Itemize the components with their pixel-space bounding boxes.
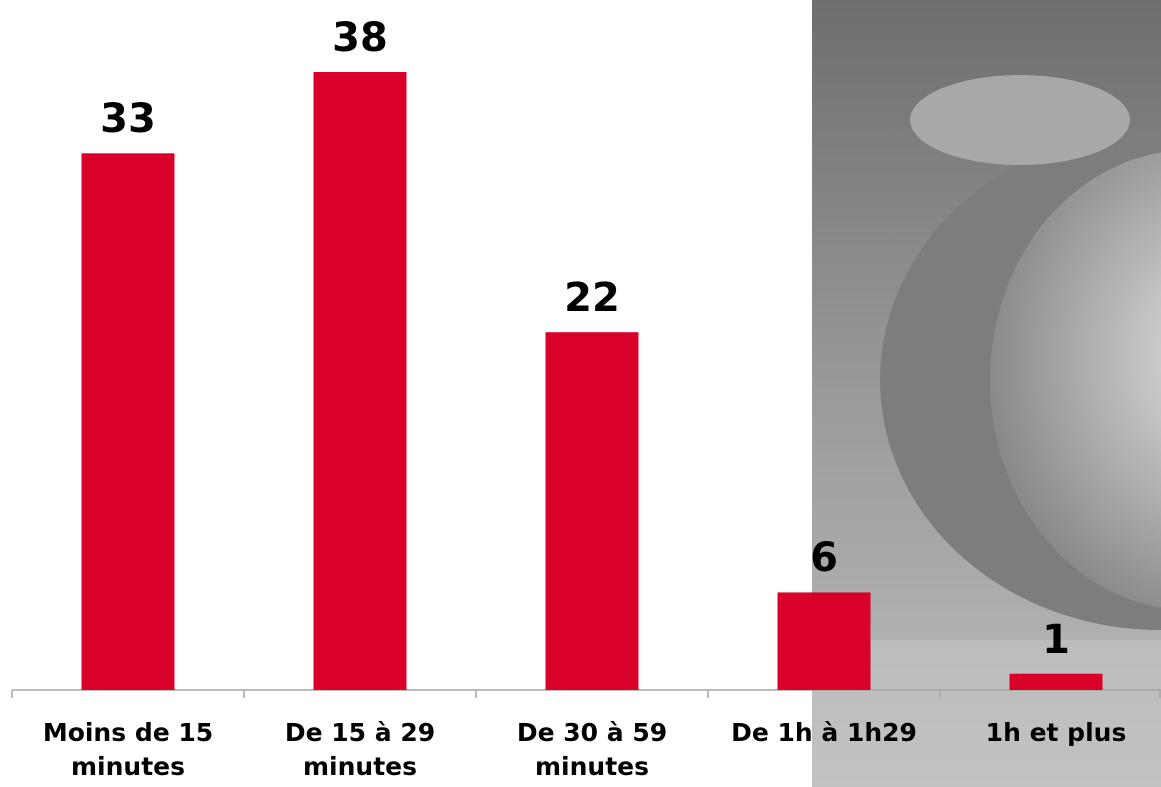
- x-tick-label: De 30 à 59 minutes: [516, 718, 668, 781]
- x-tick-label: De 15 à 29 minutes: [284, 718, 436, 781]
- x-tick-label: De 1h à 1h29: [731, 718, 917, 747]
- bar: [81, 153, 175, 690]
- value-label: 33: [100, 96, 156, 143]
- x-tick-label: 1h et plus: [985, 718, 1127, 747]
- background-photo: [812, 0, 1161, 787]
- value-label: 22: [564, 275, 620, 322]
- bar: [545, 332, 639, 690]
- bar: [1009, 673, 1103, 690]
- value-label: 38: [332, 15, 388, 61]
- x-tick-label: Moins de 15 minutes: [42, 718, 214, 781]
- value-label: 6: [810, 535, 838, 582]
- value-label: 1: [1042, 616, 1070, 663]
- bar: [313, 72, 407, 690]
- bar: [777, 592, 871, 690]
